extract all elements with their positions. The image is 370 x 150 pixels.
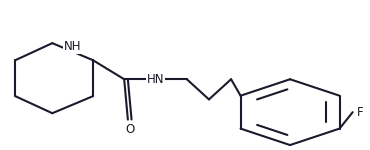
Text: O: O xyxy=(125,123,134,136)
Text: NH: NH xyxy=(64,40,81,53)
Text: HN: HN xyxy=(147,73,164,86)
Text: F: F xyxy=(357,106,363,119)
